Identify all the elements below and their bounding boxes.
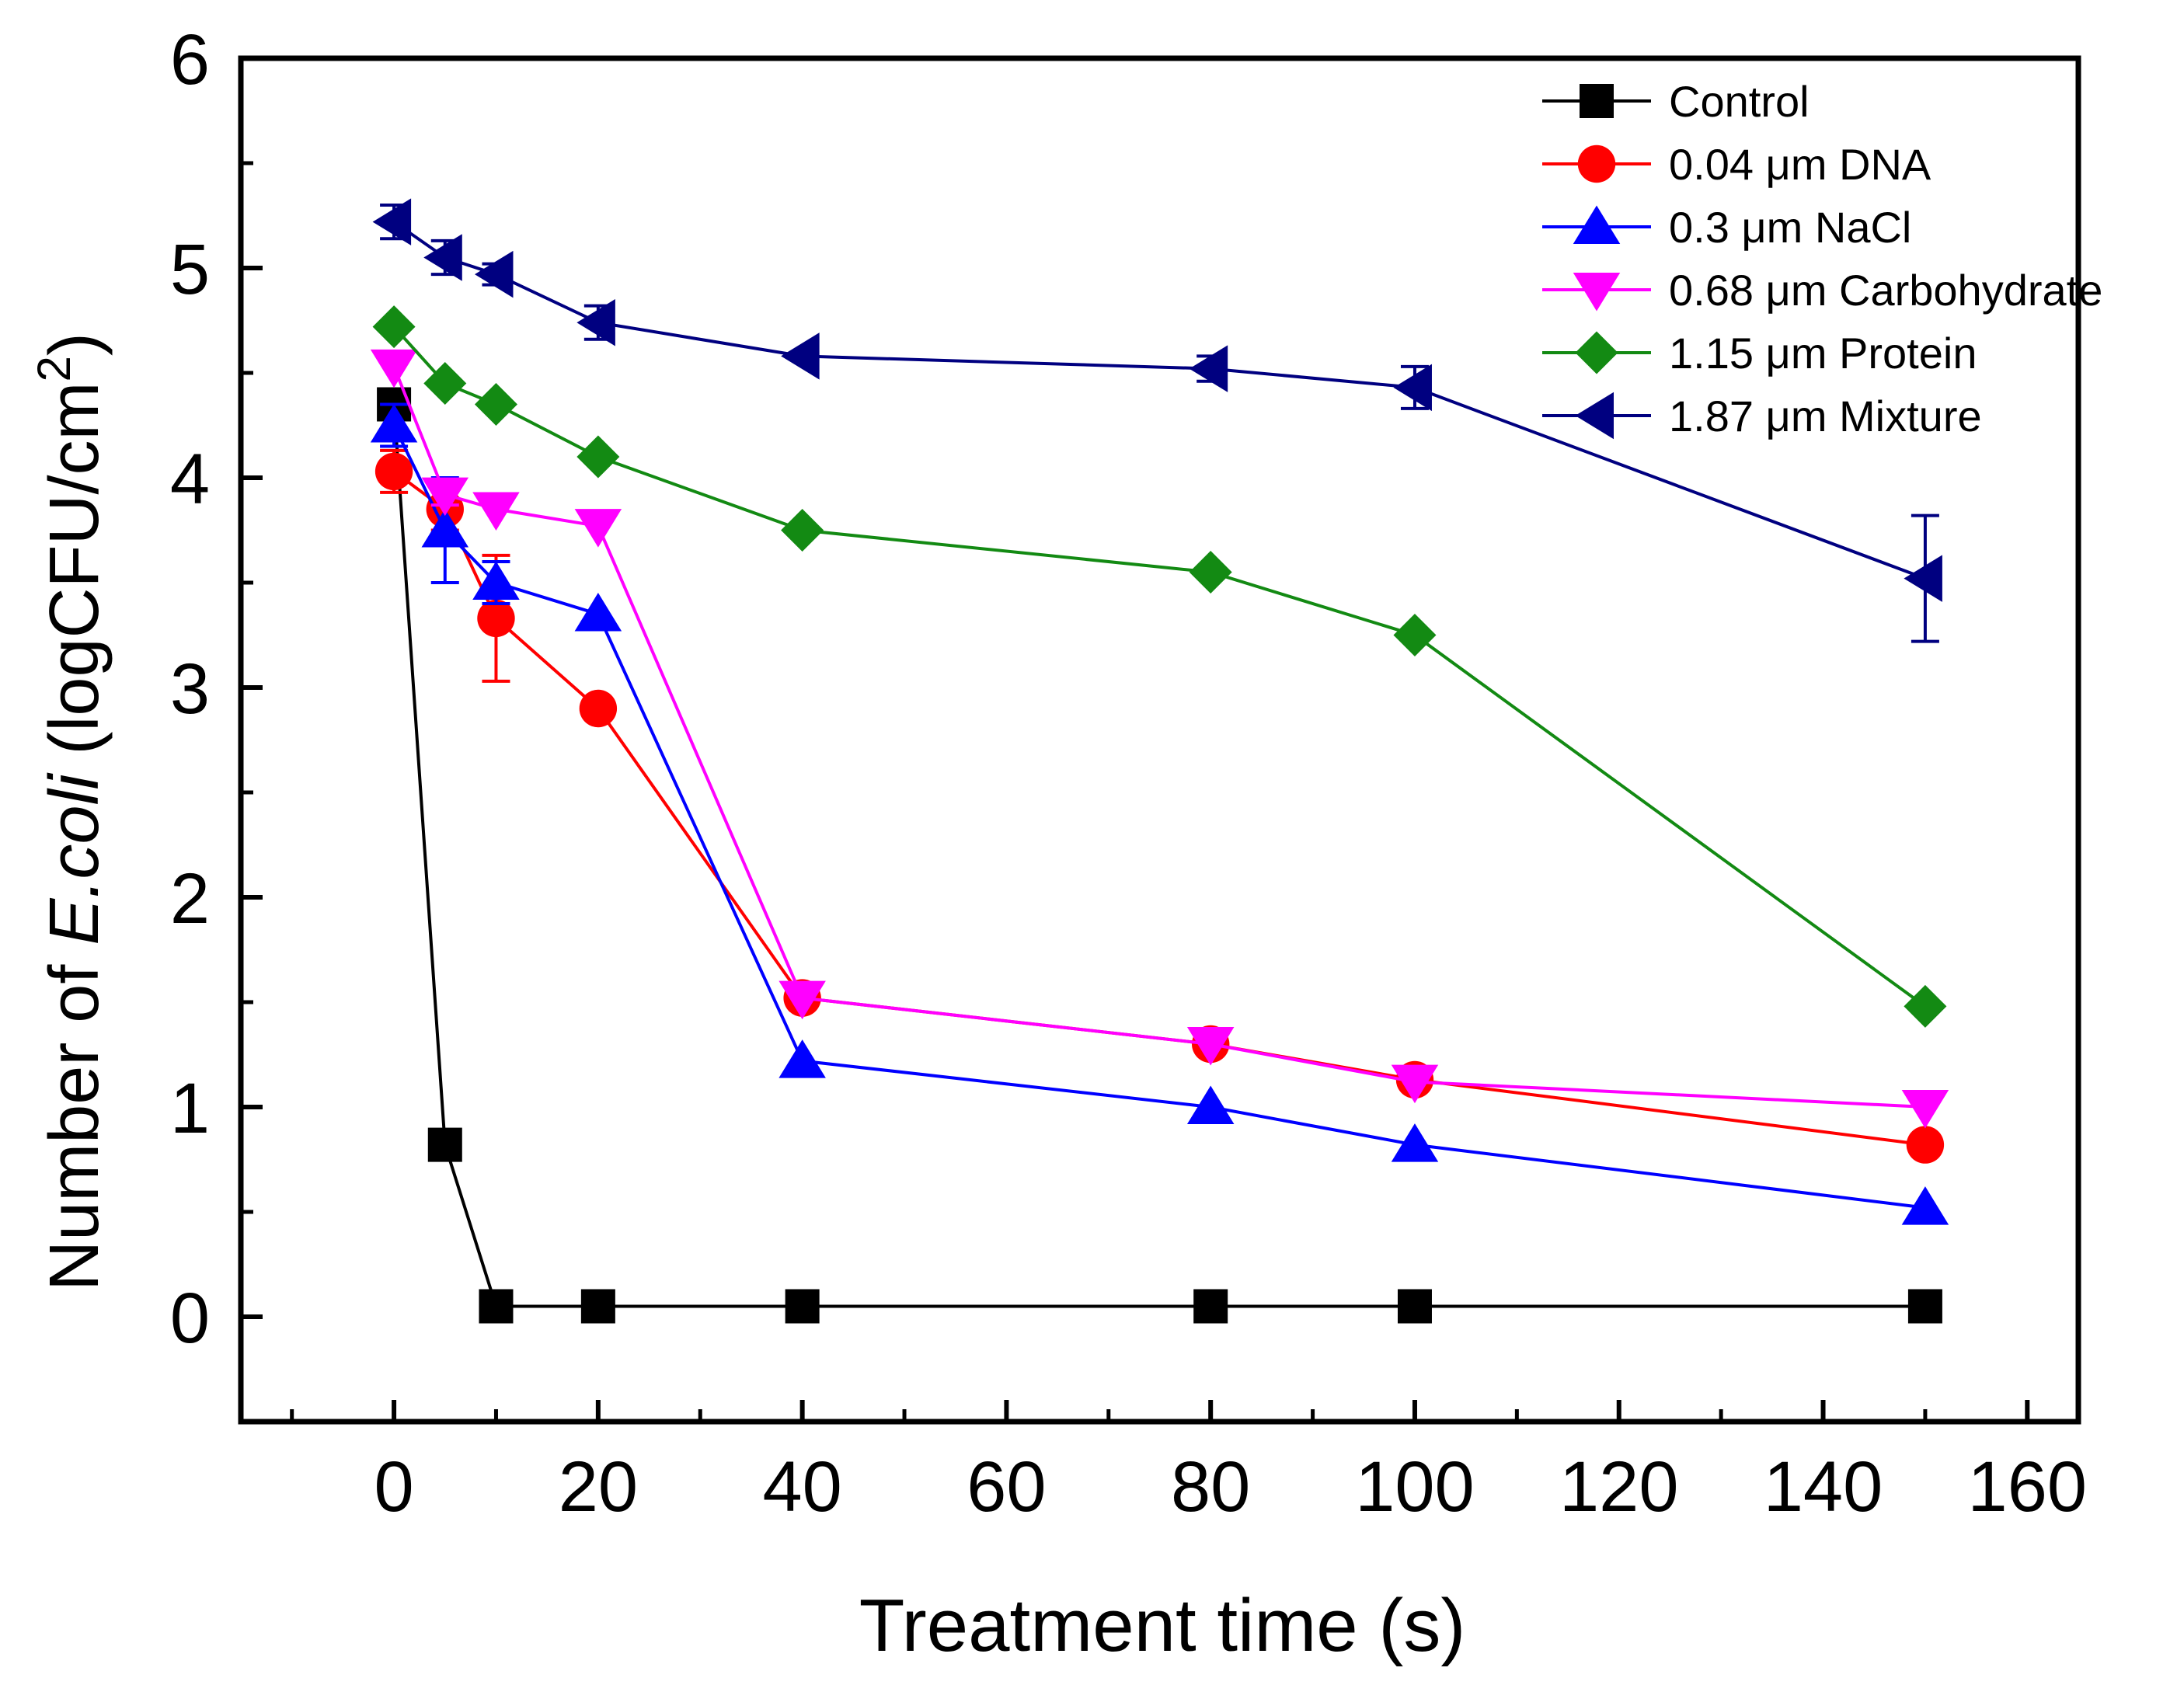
data-point	[781, 509, 824, 552]
data-point	[472, 492, 520, 531]
data-point	[779, 980, 826, 1020]
data-point	[372, 198, 412, 245]
data-point	[423, 362, 467, 405]
legend-label: Control	[1669, 77, 1810, 126]
series-line	[392, 424, 1926, 1210]
x-axis-ticks: 0 20 40 60 80 100 120 140 160	[290, 1400, 2088, 1527]
x-tick-label: 80	[1171, 1447, 1250, 1527]
x-tick-label: 40	[762, 1447, 841, 1527]
series-3	[370, 349, 1949, 1129]
legend-item-5: 1.87 μm Mixture	[1542, 392, 1982, 440]
data-point	[1904, 984, 1947, 1028]
data-point	[370, 349, 418, 388]
data-point	[1397, 1289, 1432, 1324]
legend-marker	[1577, 144, 1616, 183]
series-0	[377, 387, 1942, 1324]
series-line	[392, 404, 1925, 1308]
legend-item-1: 0.04 μm DNA	[1542, 140, 1931, 189]
data-point	[421, 477, 469, 517]
x-tick-label: 120	[1559, 1447, 1679, 1527]
x-tick-label: 0	[374, 1447, 413, 1527]
y-tick-label: 5	[170, 230, 210, 309]
data-point	[427, 1127, 462, 1162]
data-point	[372, 305, 416, 349]
y-axis-label-suffix: (logCFU/cm	[36, 382, 113, 775]
data-point	[374, 452, 413, 491]
legend-label: 0.3 μm NaCl	[1669, 203, 1911, 252]
y-axis-label-close: )	[36, 332, 113, 356]
data-point	[1189, 551, 1232, 594]
y-tick-label: 2	[170, 859, 210, 938]
y-tick-label: 4	[170, 440, 210, 519]
data-point	[472, 561, 520, 600]
data-point	[1391, 1123, 1439, 1162]
data-point	[370, 404, 418, 443]
x-tick-label: 140	[1764, 1447, 1883, 1527]
data-point	[1186, 1085, 1235, 1124]
data-point	[1391, 1064, 1439, 1104]
x-tick-label: 60	[967, 1447, 1046, 1527]
data-point	[781, 332, 820, 380]
legend-label: 0.04 μm DNA	[1669, 140, 1931, 189]
data-point	[1901, 1186, 1949, 1225]
legend-label: 1.87 μm Mixture	[1669, 392, 1982, 440]
x-tick-label: 20	[559, 1447, 638, 1527]
data-point	[580, 1289, 615, 1324]
y-tick-label: 6	[170, 20, 210, 99]
y-axis-label: Number of E.coli (logCFU/cm2)	[28, 332, 113, 1291]
legend-item-3: 0.68 μm Carbohydrate	[1542, 266, 2102, 315]
data-point	[785, 1289, 820, 1324]
data-point	[1901, 1090, 1949, 1129]
data-point	[1186, 1027, 1235, 1066]
x-tick-label: 100	[1355, 1447, 1475, 1527]
legend-item-2: 0.3 μm NaCl	[1542, 203, 1911, 252]
data-point	[574, 509, 622, 548]
legend-marker	[1575, 392, 1614, 440]
data-point	[421, 509, 469, 548]
legend-marker	[1573, 205, 1621, 244]
data-point	[1906, 1126, 1945, 1164]
series-4	[372, 305, 1947, 1028]
legend-marker	[1580, 84, 1614, 118]
series-line	[392, 470, 1926, 1147]
legend-item-4: 1.15 μm Protein	[1542, 329, 1977, 378]
legend: Control 0.04 μm DNA 0.3 μm NaCl 0.68 μm Car…	[1542, 77, 2102, 440]
data-point	[574, 593, 622, 632]
data-point	[1393, 364, 1432, 412]
data-point	[477, 599, 515, 638]
y-axis-label-italic: E.coli	[36, 772, 113, 945]
legend-label: 1.15 μm Protein	[1669, 329, 1977, 378]
x-tick-label: 160	[1968, 1447, 2088, 1527]
legend-marker	[1573, 273, 1621, 312]
data-point	[1189, 345, 1228, 392]
series-group	[370, 198, 1949, 1324]
y-axis-label-prefix: Number of	[36, 945, 113, 1291]
data-point	[576, 435, 620, 479]
data-point	[479, 1289, 514, 1324]
x-axis-label: Treatment time (s)	[859, 1584, 1466, 1667]
data-point	[579, 689, 618, 728]
y-tick-label: 0	[170, 1279, 210, 1358]
series-line	[392, 366, 1926, 1109]
data-point	[474, 383, 517, 426]
data-point	[423, 234, 462, 281]
legend-item-0: Control	[1542, 77, 1810, 126]
data-point	[1193, 1289, 1228, 1324]
y-axis-label-superscript: 2	[28, 356, 80, 381]
series-5	[372, 198, 1942, 643]
data-point	[1393, 614, 1437, 656]
data-point	[1907, 1289, 1942, 1324]
y-tick-label: 3	[170, 649, 210, 729]
y-axis-ticks: 0 1 2 3 4 5 6	[170, 20, 263, 1358]
legend-label: 0.68 μm Carbohydrate	[1669, 266, 2102, 315]
data-point	[474, 250, 514, 298]
plot-border	[238, 55, 2081, 1425]
data-point	[1904, 555, 1942, 602]
data-point	[779, 1039, 826, 1078]
plot-frame	[238, 55, 2081, 1425]
legend-marker	[1575, 331, 1618, 374]
y-tick-label: 1	[170, 1069, 210, 1148]
data-point	[576, 298, 615, 346]
